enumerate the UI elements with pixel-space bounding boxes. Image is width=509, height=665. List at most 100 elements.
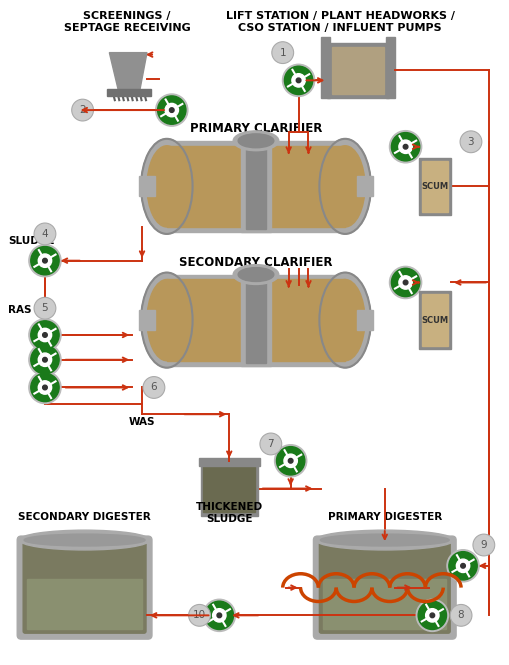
Text: 9: 9 [479,540,486,550]
Text: 1: 1 [279,48,286,58]
Circle shape [169,108,174,112]
Circle shape [389,267,421,299]
FancyBboxPatch shape [241,275,270,366]
Circle shape [398,140,411,154]
Circle shape [472,534,494,556]
FancyBboxPatch shape [23,542,146,633]
Circle shape [415,599,447,632]
Circle shape [403,144,407,149]
Text: 5: 5 [42,303,48,313]
Circle shape [282,65,314,96]
Circle shape [38,254,51,267]
Circle shape [429,613,434,618]
FancyBboxPatch shape [385,37,394,98]
Circle shape [188,604,210,626]
FancyBboxPatch shape [421,295,447,346]
Circle shape [260,433,281,455]
FancyBboxPatch shape [327,43,388,98]
Circle shape [448,552,476,580]
Ellipse shape [24,534,145,546]
Circle shape [29,319,61,351]
Circle shape [291,74,305,87]
Circle shape [72,99,93,121]
Ellipse shape [238,134,273,148]
Circle shape [31,247,59,275]
Circle shape [296,78,300,82]
FancyBboxPatch shape [321,37,330,98]
Circle shape [155,94,187,126]
FancyBboxPatch shape [245,144,265,229]
FancyBboxPatch shape [323,579,445,629]
Circle shape [31,373,59,402]
Ellipse shape [233,265,278,285]
Circle shape [276,447,304,475]
FancyBboxPatch shape [27,579,142,629]
FancyBboxPatch shape [200,462,258,516]
Text: 8: 8 [457,610,464,620]
FancyBboxPatch shape [166,146,345,227]
Circle shape [29,371,61,404]
Circle shape [288,458,292,463]
Circle shape [425,608,438,622]
Circle shape [157,96,186,124]
FancyBboxPatch shape [139,176,155,196]
Circle shape [446,550,478,582]
FancyBboxPatch shape [331,47,383,94]
FancyBboxPatch shape [241,141,270,232]
Circle shape [271,42,293,64]
FancyBboxPatch shape [356,176,372,196]
Circle shape [460,563,464,568]
Text: SECONDARY DIGESTER: SECONDARY DIGESTER [18,512,151,522]
Circle shape [31,321,59,349]
Circle shape [165,103,178,117]
Circle shape [284,66,312,94]
Circle shape [38,353,51,366]
Circle shape [38,329,51,342]
Text: 4: 4 [42,229,48,239]
Ellipse shape [147,279,186,360]
FancyBboxPatch shape [107,89,151,96]
FancyBboxPatch shape [166,279,345,360]
Circle shape [203,599,235,632]
Circle shape [205,601,233,630]
Text: PRIMARY DIGESTER: PRIMARY DIGESTER [327,512,441,522]
Circle shape [43,385,47,390]
FancyBboxPatch shape [313,536,455,639]
Ellipse shape [319,273,370,368]
FancyBboxPatch shape [418,291,450,349]
Polygon shape [109,53,147,94]
Circle shape [398,276,411,289]
Ellipse shape [147,146,186,227]
Text: SLUDGE: SLUDGE [8,236,54,246]
FancyBboxPatch shape [319,542,449,633]
Circle shape [459,131,481,153]
Ellipse shape [238,267,273,281]
Circle shape [212,608,225,622]
Circle shape [29,344,61,376]
Circle shape [390,268,419,297]
Ellipse shape [319,139,370,234]
Circle shape [43,357,47,362]
Ellipse shape [233,131,278,151]
Circle shape [31,346,59,374]
Circle shape [143,376,164,398]
Text: SCREENINGS /
SEPTAGE RECEIVING: SCREENINGS / SEPTAGE RECEIVING [64,11,190,33]
Circle shape [456,559,469,573]
Text: SCUM: SCUM [421,182,448,191]
Text: THICKENED
SLUDGE: THICKENED SLUDGE [195,502,262,524]
Text: 3: 3 [467,137,473,147]
Ellipse shape [325,146,364,227]
Ellipse shape [141,139,192,234]
Circle shape [389,130,421,163]
Text: SECONDARY CLARIFIER: SECONDARY CLARIFIER [179,255,332,269]
Text: 6: 6 [150,382,157,392]
Circle shape [274,445,306,477]
FancyBboxPatch shape [203,465,254,512]
FancyBboxPatch shape [17,536,152,639]
FancyBboxPatch shape [421,161,447,212]
FancyBboxPatch shape [245,277,265,362]
FancyBboxPatch shape [139,310,155,330]
Circle shape [29,245,61,277]
Text: SCUM: SCUM [421,316,448,325]
Ellipse shape [19,530,150,550]
